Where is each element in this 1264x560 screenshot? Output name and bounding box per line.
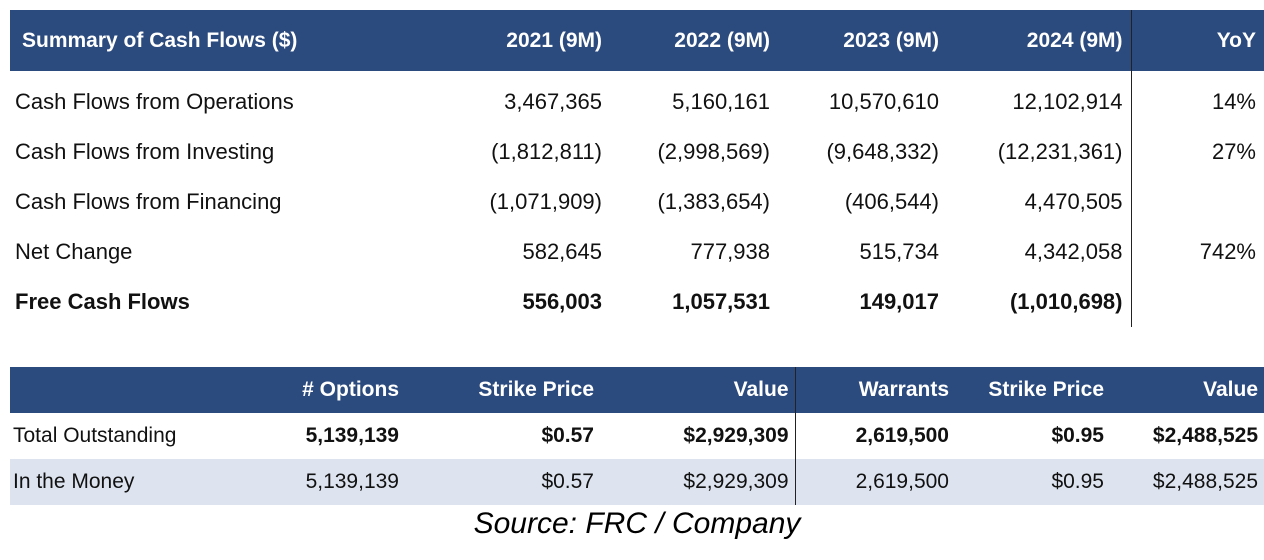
cell-value: (1,383,654) [657, 189, 770, 214]
cell-yoy: 14% [1211, 89, 1256, 114]
row-label: Cash Flows from Investing [15, 139, 275, 164]
table-row: Cash Flows from Investing (1,812,811) (2… [10, 127, 1264, 177]
cell-value: 149,017 [859, 289, 939, 314]
cash-flows-title: Summary of Cash Flows ($) [10, 10, 450, 71]
header-empty [10, 367, 260, 413]
col-yoy: YoY [1131, 10, 1264, 71]
row-label: Total Outstanding [10, 413, 260, 459]
col-2023: 2023 (9M) [778, 10, 947, 71]
cell-value: 515,734 [859, 239, 939, 264]
cell-value: $0.57 [405, 459, 600, 505]
row-label: Net Change [15, 239, 133, 264]
table-row: Cash Flows from Operations 3,467,365 5,1… [10, 71, 1264, 127]
row-label: Free Cash Flows [15, 289, 190, 314]
cell-value: (12,231,361) [947, 127, 1132, 177]
cell-value: $0.95 [955, 413, 1110, 459]
cell-value: $2,929,309 [600, 459, 796, 505]
cell-value: 4,470,505 [947, 177, 1132, 227]
cell-value: 1,057,531 [672, 289, 770, 314]
cell-value: 556,003 [522, 289, 602, 314]
cell-value: (1,010,698) [947, 277, 1132, 327]
col-warrants-strike: Strike Price [955, 367, 1110, 413]
cash-flows-table: Summary of Cash Flows ($) 2021 (9M) 2022… [10, 10, 1264, 327]
cell-yoy [1131, 277, 1264, 327]
table-row: In the Money 5,139,139 $0.57 $2,929,309 … [10, 459, 1264, 505]
cell-value: (1,071,909) [489, 189, 602, 214]
col-options-value: Value [600, 367, 796, 413]
col-options: # Options [260, 367, 405, 413]
cell-value: 5,139,139 [260, 459, 405, 505]
row-label: Cash Flows from Operations [15, 89, 294, 114]
cell-value: 2,619,500 [795, 413, 955, 459]
cell-value: 5,139,139 [260, 413, 405, 459]
cash-flows-header-row: Summary of Cash Flows ($) 2021 (9M) 2022… [10, 10, 1264, 71]
col-2021: 2021 (9M) [450, 10, 610, 71]
cell-value: $2,488,525 [1110, 459, 1264, 505]
cell-value: $0.95 [955, 459, 1110, 505]
cell-value: $0.57 [405, 413, 600, 459]
source-caption: Source: FRC / Company [473, 507, 801, 540]
cell-value: (1,812,811) [491, 139, 602, 164]
table-row: Free Cash Flows 556,003 1,057,531 149,01… [10, 277, 1264, 327]
cell-yoy: 742% [1199, 239, 1256, 264]
col-options-strike: Strike Price [405, 367, 600, 413]
cell-value: 582,645 [522, 239, 602, 264]
col-warrants-value: Value [1110, 367, 1264, 413]
cell-value: 4,342,058 [947, 227, 1132, 277]
cell-value: 10,570,610 [828, 89, 939, 114]
table-row: Cash Flows from Financing (1,071,909) (1… [10, 177, 1264, 227]
cell-value: $2,929,309 [600, 413, 796, 459]
col-2022: 2022 (9M) [610, 10, 778, 71]
table-row: Net Change 582,645 777,938 515,734 4,342… [10, 227, 1264, 277]
col-2024: 2024 (9M) [947, 10, 1132, 71]
options-warrants-table: # Options Strike Price Value Warrants St… [10, 367, 1264, 505]
row-label: Cash Flows from Financing [15, 189, 282, 214]
cell-value: (2,998,569) [657, 139, 770, 164]
cell-value: (406,544) [844, 189, 939, 214]
cell-yoy [1131, 177, 1264, 227]
cell-value: (9,648,332) [826, 139, 939, 164]
row-label: In the Money [10, 459, 260, 505]
col-warrants: Warrants [795, 367, 955, 413]
cell-value: 3,467,365 [504, 89, 602, 114]
cell-yoy: 27% [1211, 139, 1256, 164]
cell-value: 2,619,500 [795, 459, 955, 505]
cell-value: 777,938 [690, 239, 770, 264]
cell-value: 12,102,914 [947, 71, 1132, 127]
cell-value: 5,160,161 [672, 89, 770, 114]
cell-value: $2,488,525 [1110, 413, 1264, 459]
options-header-row: # Options Strike Price Value Warrants St… [10, 367, 1264, 413]
table-row: Total Outstanding 5,139,139 $0.57 $2,929… [10, 413, 1264, 459]
